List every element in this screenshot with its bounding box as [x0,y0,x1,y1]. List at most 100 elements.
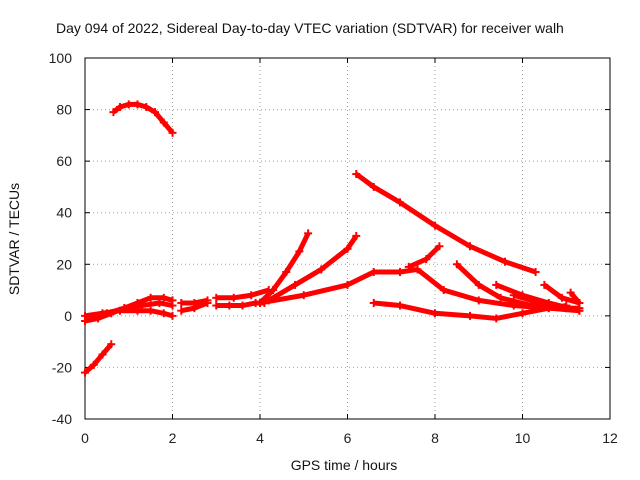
data-point [269,286,278,295]
x-tick-labels: 0 2 4 6 8 10 12 [81,430,618,446]
data-point [120,304,129,313]
data-point [492,280,501,289]
y-tick-label: 40 [56,205,72,221]
data-point [352,170,361,179]
y-tick-label: -40 [52,411,72,427]
data-point [396,198,404,207]
data-point [98,350,107,359]
data-point [422,255,431,264]
data-point [496,293,505,302]
data-point [431,221,439,230]
series-line-arc-4 [84,308,174,319]
data-point [109,108,118,117]
chart-title: Day 094 of 2022, Sidereal Day-to-day VTE… [56,20,564,36]
data-point [89,360,98,369]
data-point [474,296,483,305]
data-point [151,108,159,117]
data-point [102,309,111,318]
data-point [404,262,413,271]
y-tick-label: 60 [56,153,72,169]
x-tick-label: 10 [515,430,531,446]
data-point [238,301,247,310]
data-point [291,280,299,289]
data-point [203,296,212,305]
data-point [352,231,361,240]
data-point [146,293,155,302]
data-point [146,306,155,315]
data-point [155,298,164,307]
series-line-arc-9 [216,287,270,301]
y-tick-label: 20 [56,256,72,272]
data-point [212,293,221,302]
data-point [501,257,509,266]
data-point [452,260,461,269]
data-point [282,268,291,277]
data-point [317,265,326,274]
x-tick-label: 2 [169,430,177,446]
data-point [540,280,549,289]
series-line-arc-1 [83,342,114,375]
data-point [168,311,177,320]
data-point [343,244,352,253]
data-point [159,293,168,302]
data-point [435,242,444,251]
data-point [509,291,518,300]
data-point [531,268,540,277]
series-line-arc-21 [568,291,582,305]
data-point [229,293,238,302]
x-tick-label: 0 [81,430,89,446]
data-point [492,314,501,323]
x-axis-label: GPS time / hours [291,457,398,473]
data-point [562,304,571,313]
data-point [159,118,168,127]
data-point [81,368,89,377]
series-line-arc-14 [354,172,537,275]
data-point [247,291,256,300]
data-point [474,280,483,289]
plot-frame [84,57,611,420]
y-tick-label: 0 [64,308,72,324]
data-point [116,102,124,111]
data-point [304,229,313,238]
data-point [256,298,264,307]
data-point [212,301,221,310]
data-point [369,268,378,277]
y-tick-label: -20 [52,359,72,375]
data-point [575,298,584,307]
x-tick-label: 12 [602,430,618,446]
y-tick-label: 80 [56,102,72,118]
data-series [81,100,584,377]
x-tick-label: 4 [256,430,264,446]
series-line-arc-20 [513,292,580,311]
data-point [299,291,308,300]
data-point [124,100,133,109]
data-point [133,100,142,109]
data-point [137,301,146,310]
y-tick-labels: -40 -20 0 20 40 60 80 100 [49,50,73,427]
data-point [396,268,404,277]
data-point [168,301,177,310]
data-point [177,298,186,307]
data-point [369,298,378,307]
data-point [466,242,474,251]
data-point [190,298,199,307]
data-point [466,311,474,320]
data-point [566,288,575,297]
data-point [369,182,378,191]
data-point [295,247,304,256]
data-point [536,298,544,307]
y-tick-label: 100 [49,50,73,66]
y-axis-label: SDTVAR / TECUs [6,183,22,295]
grid [84,57,611,420]
data-point [168,128,177,137]
data-point [557,293,566,302]
data-point [81,311,89,320]
data-point [142,102,151,111]
data-point [396,301,404,310]
data-point [107,340,116,349]
series-line-arc-13 [407,244,442,270]
data-point [159,309,168,318]
data-point [431,309,439,318]
data-point [225,301,234,310]
